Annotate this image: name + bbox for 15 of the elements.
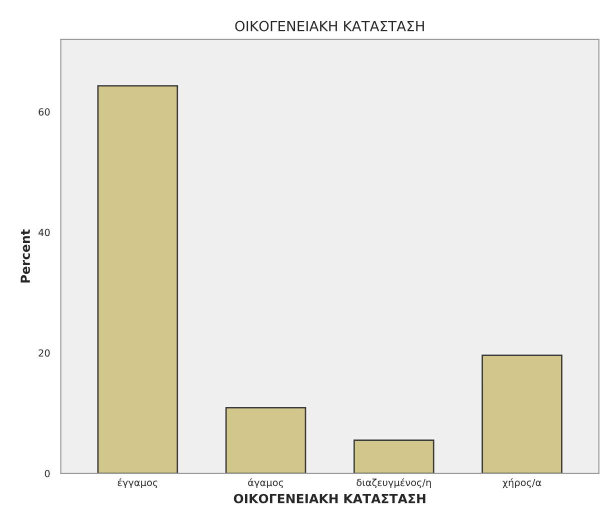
bar: [97, 85, 178, 474]
bar: [482, 354, 562, 474]
y-tick-label: 40: [38, 228, 50, 236]
x-tick-label: άγαμος: [248, 478, 284, 488]
y-tick-label: 20: [38, 349, 50, 357]
y-axis-title: Percent: [20, 229, 30, 283]
bar: [225, 407, 306, 474]
x-axis-title: ΟΙΚΟΓΕΝΕΙΑΚΗ ΚΑΤΑΣΤΑΣΗ: [234, 494, 426, 504]
x-tick-label: διαζευγμένος/η: [356, 478, 431, 488]
y-tick-label: 0: [44, 470, 50, 478]
chart-title: ΟΙΚΟΓΕΝΕΙΑΚΗ ΚΑΤΑΣΤΑΣΗ: [235, 20, 424, 32]
bar: [353, 440, 434, 474]
x-tick-label: έγγαμος: [118, 478, 158, 488]
x-tick-label: χήρος/α: [502, 478, 542, 488]
y-tick-label: 60: [38, 108, 50, 116]
